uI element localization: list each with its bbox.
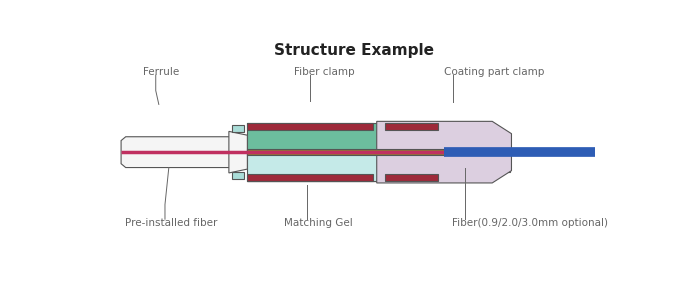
Polygon shape	[377, 121, 511, 183]
Text: Structure Example: Structure Example	[274, 43, 433, 58]
Bar	[232, 125, 244, 132]
Text: Pre-installed fiber: Pre-installed fiber	[125, 218, 217, 228]
Bar	[385, 175, 438, 181]
Text: Fiber clamp: Fiber clamp	[295, 67, 355, 77]
Text: Fiber(0.9/2.0/3.0mm optional): Fiber(0.9/2.0/3.0mm optional)	[452, 218, 608, 228]
Polygon shape	[121, 137, 230, 167]
Polygon shape	[477, 152, 510, 167]
Polygon shape	[229, 131, 248, 173]
Polygon shape	[248, 123, 477, 152]
Text: Matching Gel: Matching Gel	[284, 218, 353, 228]
Bar	[248, 175, 373, 181]
Text: Ferrule: Ferrule	[144, 67, 179, 77]
Bar	[248, 123, 373, 130]
Bar	[385, 123, 438, 130]
Polygon shape	[248, 152, 477, 181]
Text: Coating part clamp: Coating part clamp	[444, 67, 544, 77]
Bar	[232, 172, 244, 179]
Bar	[248, 149, 444, 155]
Polygon shape	[248, 158, 510, 181]
